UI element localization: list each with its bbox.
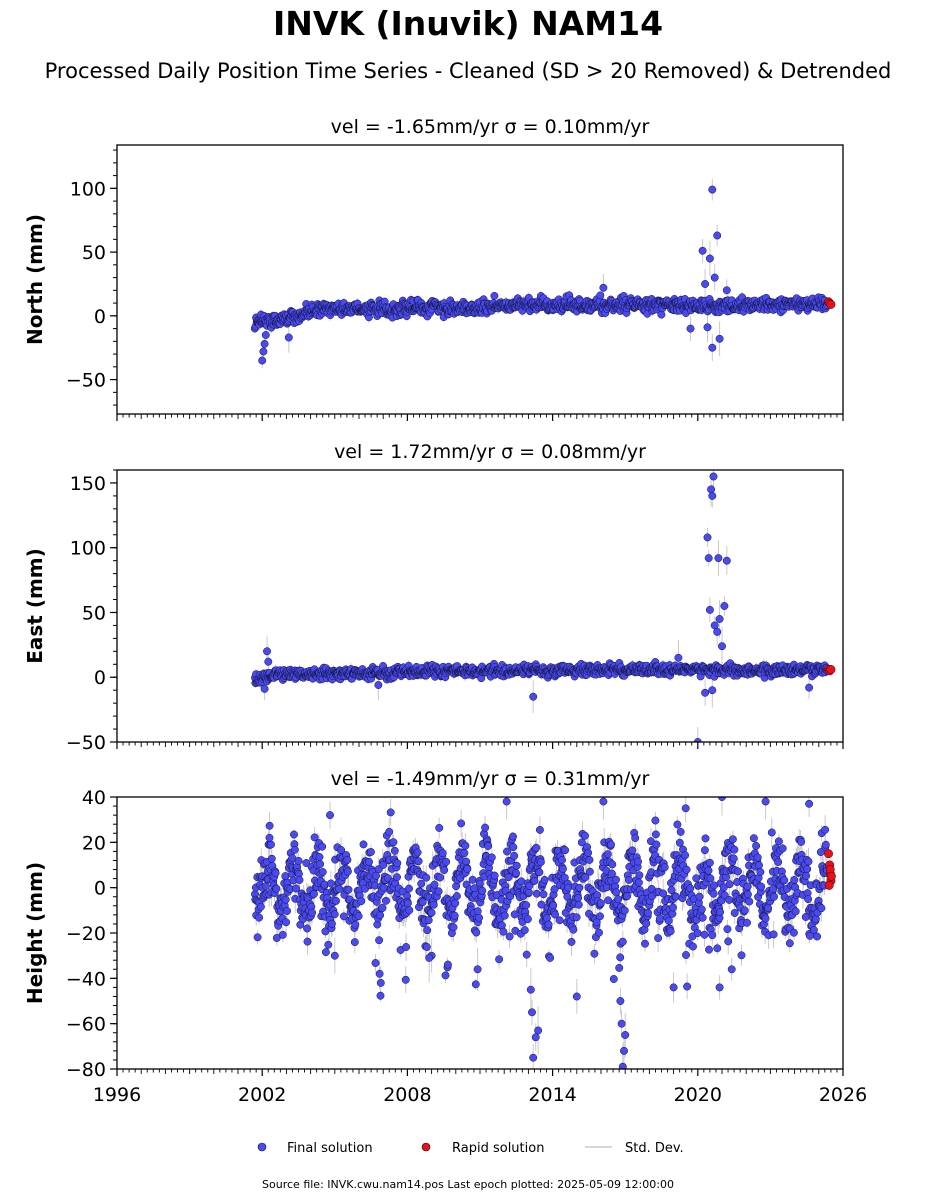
final-point bbox=[715, 615, 724, 623]
final-point bbox=[715, 334, 724, 343]
errorbars bbox=[254, 470, 828, 742]
final-points bbox=[250, 185, 832, 365]
rapid-points bbox=[824, 665, 836, 676]
panel-1: −50 0 50 100 150 vel = 1.72mm/yr σ = 0.08mm/y… bbox=[23, 441, 844, 754]
rapid-points bbox=[824, 297, 836, 309]
final-point bbox=[704, 554, 713, 563]
final-point bbox=[709, 472, 718, 481]
final-point bbox=[713, 627, 722, 636]
chart-title: INVK (Inuvik) NAM14 bbox=[273, 4, 663, 43]
final-point bbox=[708, 185, 717, 194]
final-point bbox=[263, 647, 271, 656]
plot-area bbox=[250, 178, 836, 369]
final-point bbox=[599, 283, 608, 292]
final-point bbox=[657, 310, 666, 319]
plot-frame bbox=[116, 144, 844, 415]
y-tick-label: −50 bbox=[66, 732, 106, 754]
plot-frame bbox=[116, 469, 844, 743]
y-tick-label: 150 bbox=[70, 473, 106, 495]
y-tick-label: 100 bbox=[70, 178, 106, 200]
panels: −50 0 50 100 vel = -1.65mm/yr σ = 0.10mm/yr N… bbox=[23, 116, 867, 1106]
rapid-point bbox=[826, 665, 836, 674]
final-points bbox=[251, 472, 832, 742]
final-point bbox=[708, 343, 717, 352]
final-point bbox=[805, 683, 814, 692]
final-point bbox=[707, 485, 716, 494]
chart-subtitle: Processed Daily Position Time Series - C… bbox=[45, 59, 892, 83]
final-point bbox=[686, 324, 695, 333]
panel-title: vel = 1.72mm/yr σ = 0.08mm/yr bbox=[334, 441, 646, 463]
final-point bbox=[698, 246, 707, 255]
y-tick-label: −50 bbox=[66, 370, 106, 392]
final-point bbox=[374, 681, 383, 689]
y-axis-label: North (mm) bbox=[23, 214, 47, 345]
errorbars bbox=[254, 797, 828, 1069]
final-point bbox=[705, 605, 714, 614]
panel-0: −50 0 50 100 vel = -1.65mm/yr σ = 0.10mm/yr N… bbox=[23, 116, 844, 421]
final-point bbox=[264, 657, 273, 666]
final-point bbox=[674, 653, 683, 662]
final-point bbox=[714, 554, 723, 563]
final-point bbox=[703, 323, 712, 332]
final-point bbox=[701, 688, 710, 697]
final-point bbox=[260, 339, 269, 348]
y-tick-label: 0 bbox=[94, 306, 106, 328]
final-point bbox=[708, 686, 717, 695]
errorbars bbox=[254, 178, 828, 369]
final-point bbox=[703, 533, 712, 542]
final-point bbox=[258, 356, 267, 365]
y-tick-label: 100 bbox=[70, 538, 106, 560]
final-point bbox=[713, 231, 722, 240]
final-point bbox=[260, 684, 269, 693]
final-point bbox=[284, 333, 293, 342]
final-point bbox=[720, 602, 729, 610]
panel-title: vel = -1.65mm/yr σ = 0.10mm/yr bbox=[331, 116, 650, 138]
y-tick-label: 50 bbox=[82, 242, 106, 264]
y-axis-label: East (mm) bbox=[23, 548, 47, 664]
final-point bbox=[259, 347, 268, 356]
final-point bbox=[722, 556, 731, 565]
plot-area bbox=[251, 797, 836, 1069]
final-point bbox=[705, 254, 714, 263]
y-tick-label: 50 bbox=[82, 602, 106, 624]
final-point bbox=[708, 491, 717, 500]
y-tick-label: 0 bbox=[94, 667, 106, 689]
rapid-point bbox=[826, 299, 836, 309]
final-point bbox=[710, 273, 719, 282]
final-point bbox=[701, 280, 710, 288]
final-point bbox=[490, 291, 499, 300]
final-point bbox=[596, 291, 605, 300]
final-point bbox=[261, 331, 270, 339]
final-point bbox=[529, 692, 538, 701]
plot-area bbox=[251, 470, 836, 742]
final-point bbox=[718, 642, 726, 651]
final-point bbox=[722, 286, 731, 295]
